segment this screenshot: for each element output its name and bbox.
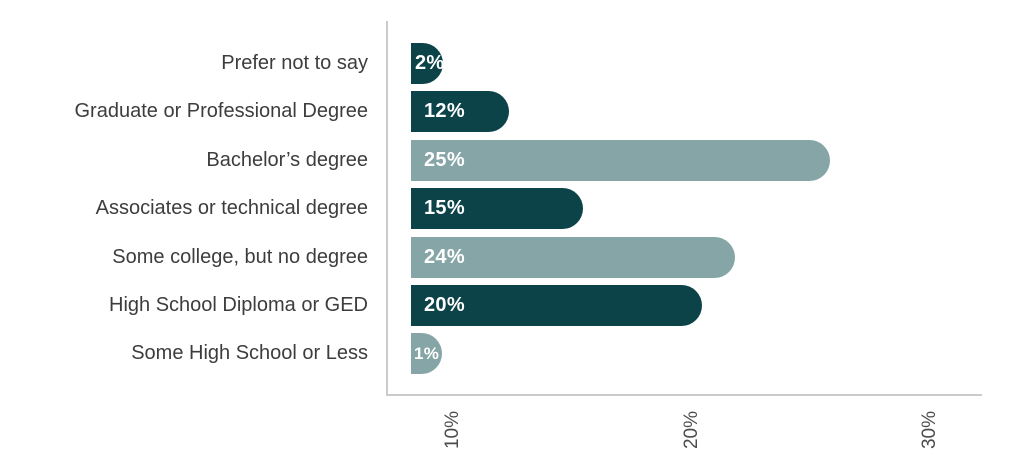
bar-value-label: 15% [424, 197, 465, 220]
bar-value-label: 20% [424, 294, 465, 316]
bar-value-label: 24% [424, 245, 465, 268]
category-label: High School Diploma or GED [109, 294, 368, 316]
bar-value-label: 12% [424, 100, 465, 123]
bar: 12% [411, 91, 509, 133]
bar: 24% [411, 236, 735, 278]
category-label: Some college, but no degree [112, 245, 368, 268]
bar-value-label: 2% [415, 52, 445, 74]
bar: 20% [411, 285, 702, 326]
bar-value-label: 25% [424, 148, 465, 171]
bar: 2% [411, 43, 445, 84]
bar-value-label: 1% [414, 343, 440, 363]
x-axis-line [386, 394, 982, 396]
category-label: Graduate or Professional Degree [74, 100, 369, 123]
y-axis-line [386, 21, 388, 395]
x-tick-label: 10% [442, 410, 463, 450]
category-label: Prefer not to say [221, 52, 368, 74]
bar: 25% [411, 139, 830, 181]
bar: 15% [411, 188, 583, 230]
category-label: Associates or technical degree [95, 197, 368, 220]
x-tick-label: 30% [919, 410, 940, 450]
category-label: Some High School or Less [131, 342, 368, 365]
category-label: Bachelor’s degree [206, 148, 368, 171]
bar: 1% [411, 333, 442, 375]
x-tick-label: 20% [681, 410, 702, 450]
